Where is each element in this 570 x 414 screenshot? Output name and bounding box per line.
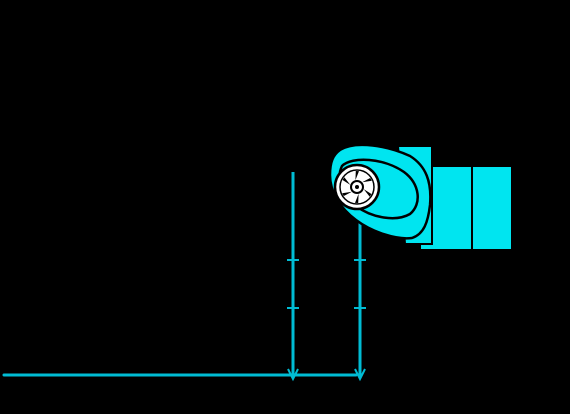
left-guide-arrow-marker [287,368,299,382]
fan-wheel-blade [342,191,352,196]
fan-wheel-inner-ring [339,169,375,205]
fan-wheel-hub-center [355,185,359,189]
right-guide-arrow-marker [354,368,366,382]
fan-wheel-spokes [342,171,372,203]
fan-wheel-blade [342,177,351,185]
motor-housing-block [419,165,513,251]
fan-wheel-blade [355,193,359,203]
fan-wheel-blade [362,178,372,183]
fan-wheel-icon [333,163,381,211]
fan-wheel-blade [355,171,359,181]
fan-wheel-blade [363,189,372,197]
